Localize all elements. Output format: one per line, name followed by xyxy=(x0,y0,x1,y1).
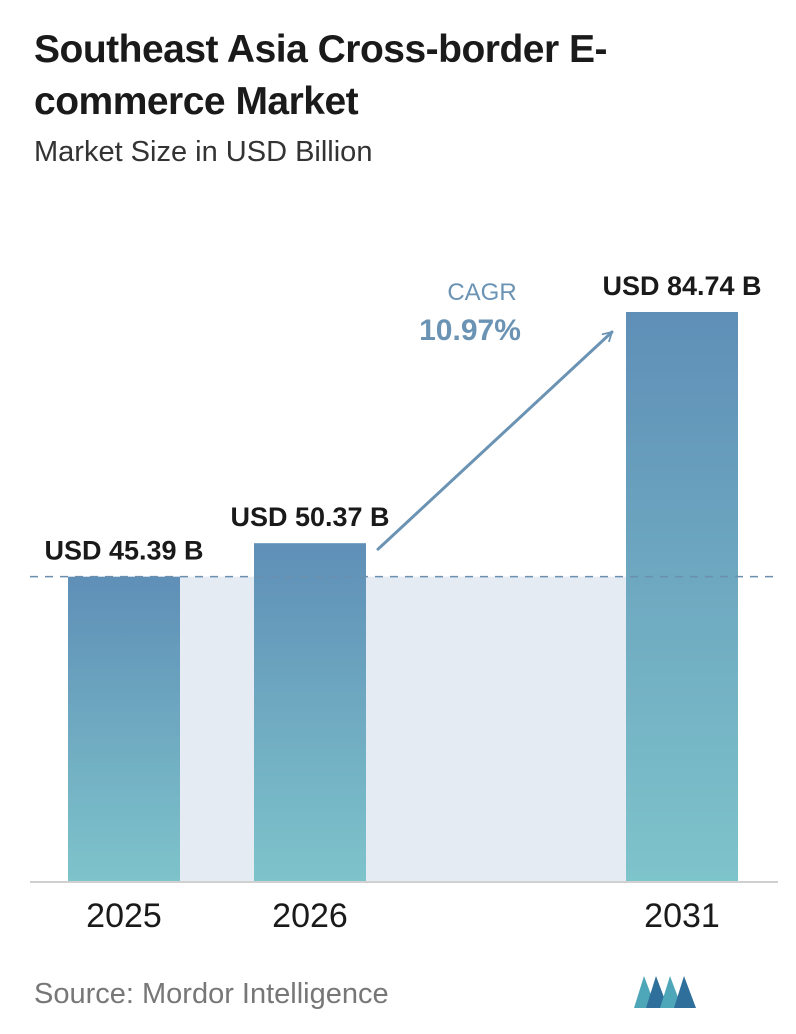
cagr-arrow xyxy=(376,330,614,551)
reference-band xyxy=(124,576,682,882)
chart-title: Southeast Asia Cross-border E-commerce M… xyxy=(34,28,608,123)
bar-2031 xyxy=(626,312,738,882)
bar-2025 xyxy=(68,576,180,882)
data-label-2031: USD 84.74 B xyxy=(602,271,761,301)
x-tick-label-2026: 2026 xyxy=(272,897,348,935)
chart-subtitle: Market Size in USD Billion xyxy=(34,136,373,168)
mordor-intelligence-logo-icon xyxy=(634,976,696,1008)
cagr-value: 10.97% xyxy=(419,314,521,347)
data-label-2026: USD 50.37 B xyxy=(230,502,389,532)
bar-chart: USD 45.39 B 2025 USD 50.37 B 2026 USD 84.74 … xyxy=(30,271,778,935)
cagr-label: CAGR xyxy=(447,279,516,306)
x-tick-label-2025: 2025 xyxy=(86,897,162,935)
source-note: Source: Mordor Intelligence xyxy=(34,978,389,1010)
bar-2026 xyxy=(254,543,366,882)
data-label-2025: USD 45.39 B xyxy=(44,536,203,566)
x-tick-label-2031: 2031 xyxy=(644,897,720,935)
